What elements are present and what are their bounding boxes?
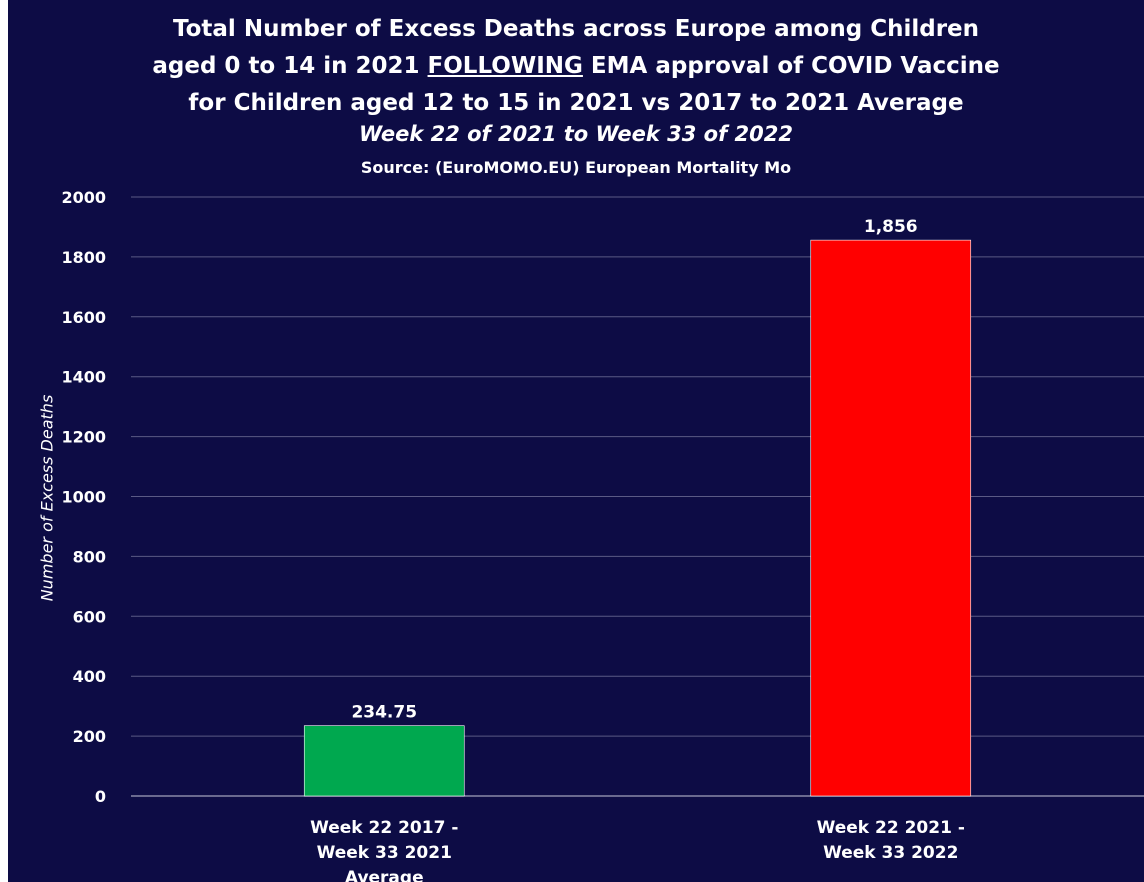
x-tick-label-0-2: Average	[345, 868, 424, 882]
chart-title-line-2-end: EMA approval of COVID Vaccine	[582, 53, 1000, 79]
y-tick-label-1: 200	[73, 727, 106, 746]
y-tick-label-5: 1000	[61, 488, 106, 507]
chart-panel: Total Number of Excess Deaths across Eur…	[8, 0, 1144, 882]
x-tick-label-1-0: Week 22 2021 -	[817, 818, 965, 838]
y-axis-label: Number of Excess Deaths	[37, 394, 57, 602]
y-tick-label-8: 1600	[61, 308, 106, 327]
y-tick-label-10: 2000	[61, 188, 106, 207]
chart-title-line-1: Total Number of Excess Deaths across Eur…	[172, 16, 980, 42]
x-tick-label-1-1: Week 33 2022	[823, 843, 958, 863]
chart-title-line-2: aged 0 to 14 in 2021 FOLLOWING EMA appro…	[8, 53, 1144, 79]
y-tick-label-2: 400	[73, 667, 106, 686]
bar-1	[810, 239, 972, 797]
chart-title-line-2-start: aged 0 to 14 in 2021	[152, 53, 428, 79]
y-tick-label-6: 1200	[61, 428, 106, 447]
x-tick-label-0-0: Week 22 2017 -	[310, 818, 458, 838]
y-tick-label-9: 1800	[61, 248, 106, 267]
bar-chart: 0 200 400 600 800 1000 1200 1400 1600 1800 2000 234…	[61, 188, 1144, 882]
y-tick-label-4: 800	[73, 547, 106, 566]
chart-title-line-3: for Children aged 12 to 15 in 2021 vs 20…	[188, 90, 964, 116]
chart-title-emphasis: FOLLOWING	[427, 53, 583, 79]
bar-0	[303, 725, 465, 797]
data-label-1: 1,856	[864, 217, 918, 237]
y-tick-label-3: 600	[73, 607, 106, 626]
chart-source: Source: (EuroMOMO.EU) European Mortality…	[360, 158, 792, 177]
y-tick-label-0: 0	[95, 787, 106, 806]
y-tick-label-7: 1400	[61, 368, 106, 387]
chart-subtitle: Week 22 of 2021 to Week 33 of 2022	[359, 122, 793, 146]
x-tick-label-0-1: Week 33 2021	[317, 843, 452, 863]
data-label-0: 234.75	[351, 703, 417, 723]
